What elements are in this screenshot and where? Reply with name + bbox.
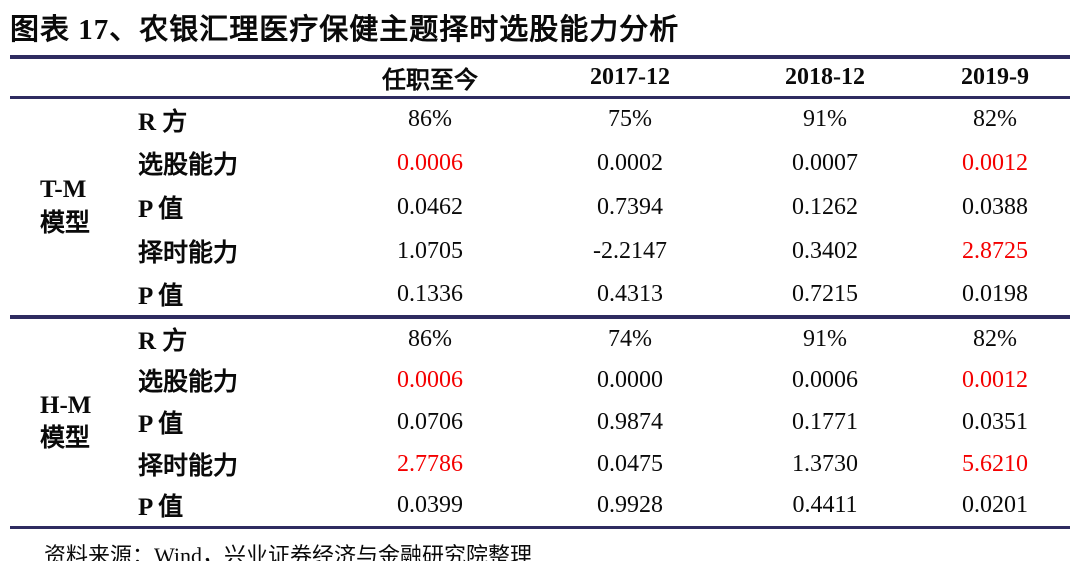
table-body: T-M 模型 R 方 86% 75% 91% 82% 选股能力 0.0006 0.0002 0.00… <box>10 97 1070 527</box>
value-cell: 1.3730 <box>792 450 858 477</box>
value-cell: 0.0006 <box>397 366 463 393</box>
table-row: 选股能力 0.0006 0.0000 0.0006 0.0012 <box>10 359 1070 401</box>
value-cell: 0.0388 <box>962 193 1028 220</box>
header-col-2018-12: 2018-12 <box>785 63 865 90</box>
metric-label: P 值 <box>138 283 184 310</box>
value-cell: 0.0007 <box>792 149 858 176</box>
value-cell: 2.8725 <box>962 237 1028 264</box>
value-cell: 0.0000 <box>597 366 663 393</box>
table-row: P 值 0.0399 0.9928 0.4411 0.0201 <box>10 485 1070 527</box>
value-cell: 0.1771 <box>792 408 858 435</box>
value-cell: 0.0351 <box>962 408 1028 435</box>
value-cell: 0.9928 <box>597 491 663 518</box>
model-group-label-line: 模型 <box>40 425 91 453</box>
value-cell: -2.2147 <box>593 237 667 264</box>
metric-label: P 值 <box>138 411 184 438</box>
table-row: 择时能力 2.7786 0.0475 1.3730 5.6210 <box>10 443 1070 485</box>
model-group-label: H-M 模型 <box>10 317 130 527</box>
table-row: H-M 模型 R 方 86% 74% 91% 82% <box>10 317 1070 452</box>
value-cell: 74% <box>608 325 652 352</box>
table-row: T-M 模型 R 方 86% 75% 91% 82% <box>10 97 1070 237</box>
value-cell: 0.0198 <box>962 280 1028 307</box>
value-cell: 0.4411 <box>792 491 858 518</box>
value-cell: 86% <box>408 106 452 133</box>
table-row: P 值 0.1336 0.4313 0.7215 0.0198 <box>10 273 1070 317</box>
header-row: 任职至今 2017-12 2018-12 2019-9 <box>10 57 1070 97</box>
value-cell: 0.0706 <box>397 408 463 435</box>
metric-label: 择时能力 <box>138 453 239 480</box>
metric-label: R 方 <box>138 108 188 136</box>
header-empty-cell <box>10 57 330 97</box>
value-cell: 5.6210 <box>962 450 1028 477</box>
table-row: P 值 0.0706 0.9874 0.1771 0.0351 <box>10 401 1070 443</box>
metric-label: P 值 <box>138 196 184 223</box>
value-cell: 0.0002 <box>597 149 663 176</box>
value-cell: 75% <box>608 106 652 133</box>
table-row: 选股能力 0.0006 0.0002 0.0007 0.0012 <box>10 141 1070 185</box>
value-cell: 0.0006 <box>397 149 463 176</box>
metric-label: 选股能力 <box>138 152 239 179</box>
value-cell: 82% <box>973 106 1017 133</box>
source-note: 资料来源：Wind，兴业证券经济与金融研究院整理 <box>44 542 532 561</box>
value-cell: 82% <box>973 325 1017 352</box>
metric-label: 选股能力 <box>138 369 239 396</box>
timing-stockpicking-table: 任职至今 2017-12 2018-12 2019-9 T-M 模型 R 方 86% 7… <box>10 55 1070 529</box>
value-cell: 0.0012 <box>962 366 1028 393</box>
model-group-label-line: T-M <box>40 176 87 203</box>
value-cell: 0.0462 <box>397 193 463 220</box>
value-cell: 86% <box>408 325 452 352</box>
metric-label: 择时能力 <box>138 240 239 267</box>
model-group-label: T-M 模型 <box>10 97 130 317</box>
metric-label: R 方 <box>138 328 188 355</box>
value-cell: 0.7394 <box>597 193 663 220</box>
exhibit-title: 图表 17、农银汇理医疗保健主题择时选股能力分析 <box>10 14 680 46</box>
table-row: P 值 0.0462 0.7394 0.1262 0.0388 <box>10 185 1070 229</box>
model-group-label-line: 模型 <box>40 209 91 237</box>
value-cell: 0.4313 <box>597 280 663 307</box>
table-header: 任职至今 2017-12 2018-12 2019-9 <box>10 57 1070 97</box>
table-row: 择时能力 1.0705 -2.2147 0.3402 2.8725 <box>10 229 1070 273</box>
header-col-2017-12: 2017-12 <box>590 63 670 90</box>
header-col-2019-9: 2019-9 <box>961 63 1029 90</box>
value-cell: 0.7215 <box>792 280 858 307</box>
value-cell: 1.0705 <box>397 237 463 264</box>
value-cell: 0.3402 <box>792 237 858 264</box>
value-cell: 0.0006 <box>792 366 858 393</box>
value-cell: 0.0012 <box>962 149 1028 176</box>
value-cell: 0.9874 <box>597 408 663 435</box>
value-cell: 91% <box>803 106 847 133</box>
header-col-tenure: 任职至今 <box>382 67 478 94</box>
value-cell: 0.1336 <box>397 280 463 307</box>
value-cell: 91% <box>803 325 847 352</box>
value-cell: 0.0399 <box>397 491 463 518</box>
model-group-label-line: H-M <box>40 391 92 419</box>
metric-label: P 值 <box>138 494 184 522</box>
value-cell: 0.1262 <box>792 193 858 220</box>
value-cell: 0.0201 <box>962 491 1028 518</box>
value-cell: 2.7786 <box>397 450 463 477</box>
value-cell: 0.0475 <box>597 450 663 477</box>
